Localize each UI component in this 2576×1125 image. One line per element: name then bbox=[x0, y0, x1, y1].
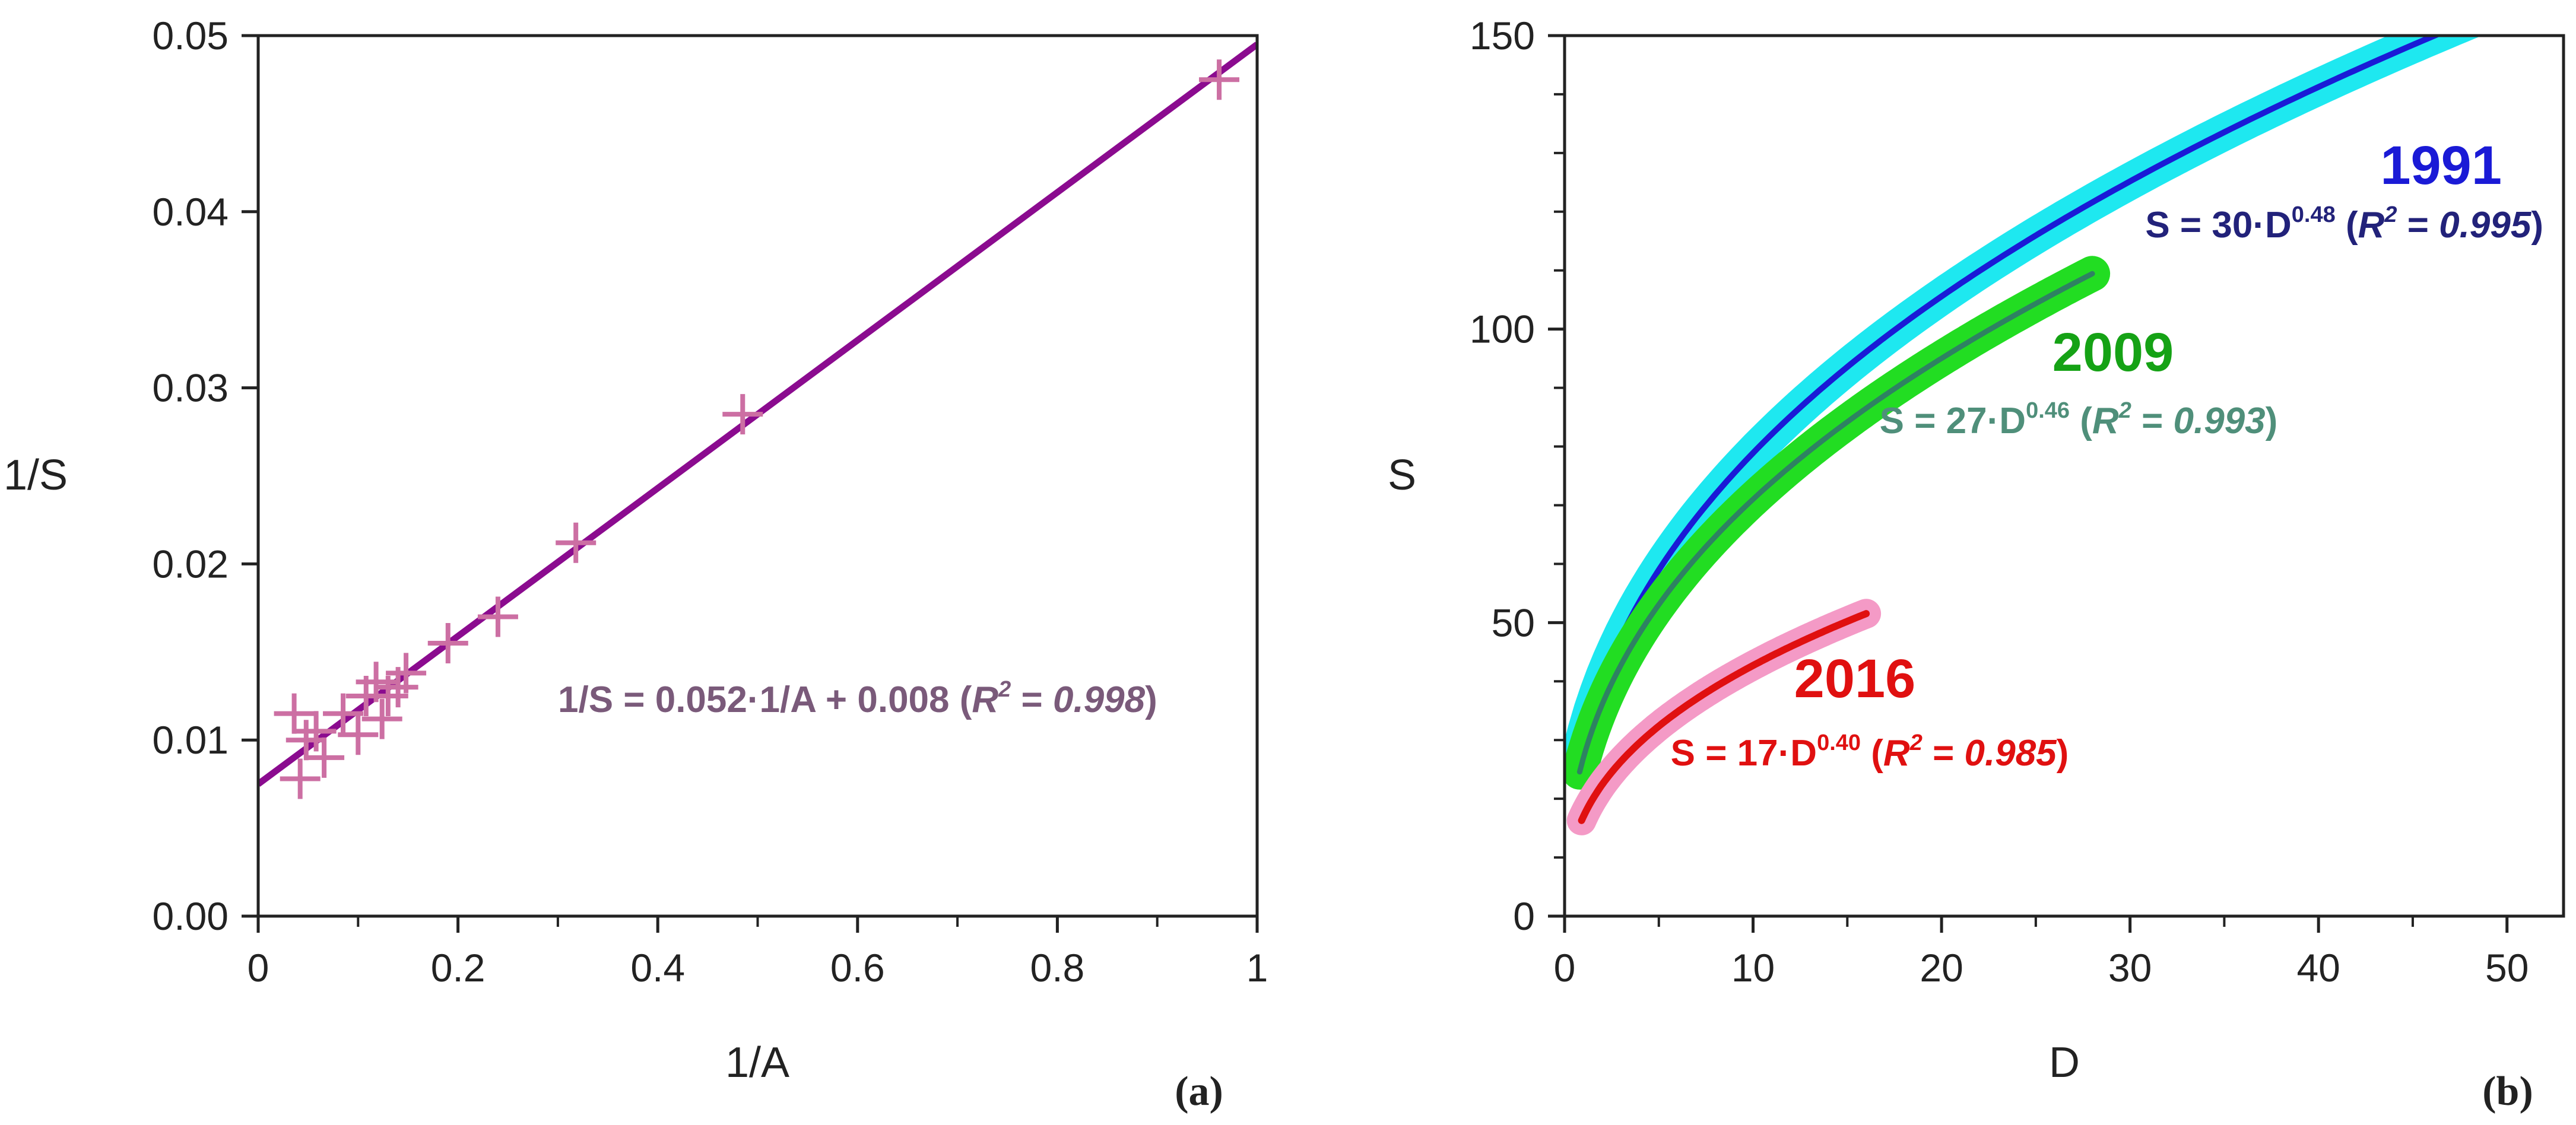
panel-a-data-point-12 bbox=[386, 653, 427, 694]
panel-a-data-point-3 bbox=[296, 711, 337, 752]
panel-a-data-point-14 bbox=[477, 596, 518, 637]
panel-a-data-point-0 bbox=[274, 693, 315, 734]
panel-a-data-point-1 bbox=[280, 758, 321, 799]
panel-a-y-tick-label: 0.04 bbox=[153, 190, 229, 234]
series-2009-line bbox=[1576, 271, 2095, 775]
panel-a-data-point-13 bbox=[427, 622, 468, 663]
panel-b-ticks-layer: 0 10 20 30 40 50 0 50 100 150 bbox=[1470, 14, 2529, 990]
panel-a-y-tick-label: 0.02 bbox=[153, 542, 229, 586]
panel-b-series-layer bbox=[1565, 36, 2482, 835]
panel-a-data-point-4 bbox=[304, 737, 345, 778]
panel-a-y-tick-label: 0.01 bbox=[153, 718, 229, 762]
series-2016-label: 2016 bbox=[1794, 649, 1916, 709]
panel-a-points-layer bbox=[274, 59, 1240, 799]
series-1991-line bbox=[1576, 36, 2442, 759]
series-1991-label: 1991 bbox=[2380, 135, 2502, 196]
panel-a-label: (a) bbox=[1175, 1069, 1223, 1114]
panel-a-data-point-6 bbox=[338, 714, 379, 755]
panel-a-x-tick-label: 0.6 bbox=[830, 946, 885, 990]
panel-b-plot-frame bbox=[1563, 34, 2565, 918]
panel-b-x-axis-label: D bbox=[2049, 1039, 2080, 1086]
series-1991-equation: S = 30·D0.48 (R2 = 0.995) bbox=[2145, 202, 2543, 246]
panel-a-x-axis-label: 1/A bbox=[725, 1039, 789, 1086]
panel-a-data-point-10 bbox=[367, 676, 408, 716]
panel-a-x-tick-label: 0.2 bbox=[431, 946, 486, 990]
panel-b-y-tick-label: 0 bbox=[1513, 894, 1535, 938]
panel-a-x-tick-label: 1 bbox=[1246, 946, 1268, 990]
panel-a-data-point-9 bbox=[361, 698, 402, 739]
panel-a-data-point-16 bbox=[722, 394, 763, 435]
panel-b-y-tick-label: 100 bbox=[1470, 307, 1535, 351]
panel-a-data-point-17 bbox=[1199, 59, 1240, 100]
series-2016-equation: S = 17·D0.40 (R2 = 0.985) bbox=[1671, 730, 2069, 774]
series-2016-line bbox=[1578, 610, 1870, 824]
panel-b-line-chart: 0 10 20 30 40 50 0 50 100 150 S D (b) 1991 S = 30… bbox=[1388, 14, 2565, 1114]
panel-a-y-axis-label: 1/S bbox=[4, 452, 68, 499]
panel-b-y-tick-label: 150 bbox=[1470, 14, 1535, 58]
series-2009-label: 2009 bbox=[2052, 322, 2174, 383]
panel-b-x-tick-label: 10 bbox=[1731, 946, 1775, 990]
panel-a-x-tick-label: 0 bbox=[248, 946, 269, 990]
panel-a-plot-frame bbox=[256, 34, 1259, 918]
panel-b-label: (b) bbox=[2482, 1069, 2533, 1114]
panel-a-data-point-2 bbox=[285, 720, 326, 761]
panel-a-y-tick-label: 0.03 bbox=[153, 366, 229, 410]
series-2009-equation: S = 27·D0.46 (R2 = 0.993) bbox=[1880, 398, 2278, 441]
panel-a-scatter-chart: 0 0.2 0.4 0.6 0.8 1 0.00 0.01 0.02 0.03 0.04 0.05 1… bbox=[4, 14, 1268, 1114]
panel-a-equation: 1/S = 0.052·1/A + 0.008 (R2 = 0.998) bbox=[558, 677, 1157, 720]
panel-a-data-point-5 bbox=[323, 693, 364, 734]
panel-a-data-point-15 bbox=[556, 522, 597, 563]
panel-b-y-axis-label: S bbox=[1388, 452, 1416, 499]
panel-b-x-tick-label: 40 bbox=[2296, 946, 2340, 990]
panel-a-x-tick-label: 0.4 bbox=[630, 946, 685, 990]
panel-b-x-tick-label: 20 bbox=[1920, 946, 1963, 990]
panel-b-x-tick-label: 0 bbox=[1554, 946, 1576, 990]
panel-b-x-tick-label: 30 bbox=[2108, 946, 2152, 990]
panel-a-y-tick-label: 0.05 bbox=[153, 14, 229, 58]
panel-a-ticks-layer: 0 0.2 0.4 0.6 0.8 1 0.00 0.01 0.02 0.03 0.04 0.05 bbox=[153, 14, 1268, 990]
panel-a-y-tick-label: 0.00 bbox=[153, 894, 229, 938]
panel-b-y-tick-label: 50 bbox=[1492, 600, 1535, 644]
panel-a-x-tick-label: 0.8 bbox=[1030, 946, 1085, 990]
panel-b-x-tick-label: 50 bbox=[2485, 946, 2529, 990]
